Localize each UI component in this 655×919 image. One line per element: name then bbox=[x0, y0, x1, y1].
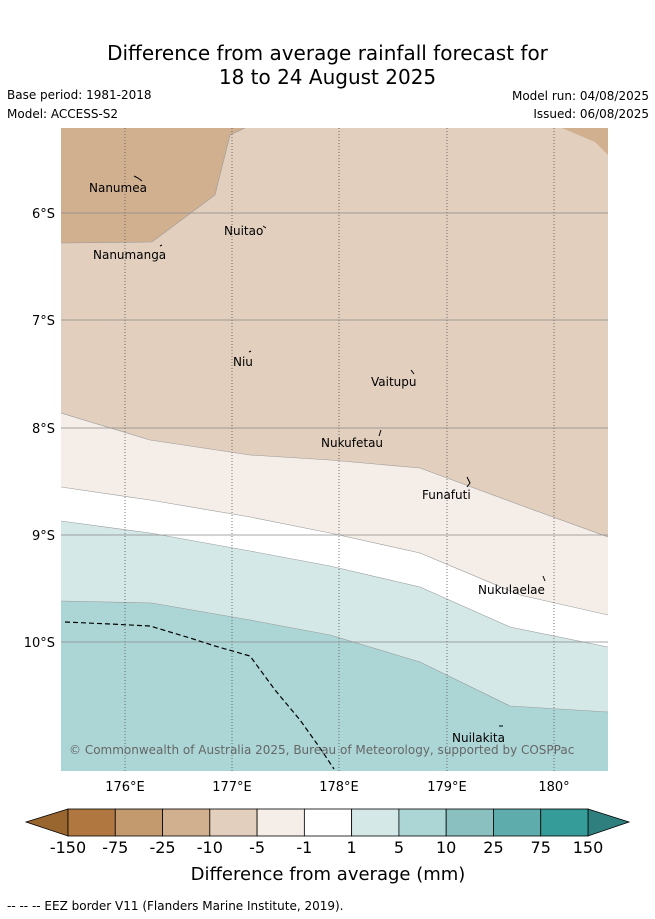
rainfall-map: Nanumea Nuitao Nanumanga Niu Vaitupu Nuk… bbox=[61, 128, 608, 771]
colorbar-cell bbox=[398, 808, 447, 837]
colorbar-cell bbox=[351, 808, 400, 837]
colorbar-cell bbox=[540, 808, 589, 837]
zone-5-10 bbox=[61, 601, 608, 771]
place-label-nuilakita: Nuilakita bbox=[452, 731, 505, 745]
lon-label-176e: 176°E bbox=[105, 780, 145, 795]
eez-border bbox=[64, 621, 335, 770]
place-label-nukulaelae: Nukulaelae bbox=[478, 583, 545, 597]
colorbar-cell bbox=[445, 808, 494, 837]
place-label-vaitupu: Vaitupu bbox=[371, 375, 417, 389]
colorbar-tick-label: -75 bbox=[102, 838, 128, 857]
model-run: Model run: 04/08/2025 bbox=[511, 89, 649, 103]
lat-label-8s: 8°S bbox=[32, 422, 55, 437]
colorbar-tick-label: 10 bbox=[436, 838, 456, 857]
colorbar-tick-label: 75 bbox=[531, 838, 551, 857]
lat-label-6s: 6°S bbox=[32, 207, 55, 222]
zone-minus25-minus10-east bbox=[562, 128, 608, 155]
island-vaitupu bbox=[410, 369, 415, 375]
latitude-gridlines bbox=[61, 212, 608, 643]
colorbar-tick-label: -1 bbox=[296, 838, 312, 857]
colorbar-cell bbox=[162, 808, 211, 837]
lon-label-178e: 178°E bbox=[319, 780, 359, 795]
lat-label-10s: 10°S bbox=[24, 636, 55, 651]
colorbar-tick-label: -10 bbox=[197, 838, 223, 857]
base-period: Base period: 1981-2018 bbox=[7, 88, 152, 102]
island-nanumea bbox=[133, 175, 143, 182]
colorbar: -150 -75 -25 -10 -5 -1 1 5 10 25 75 150 Difference … bbox=[24, 808, 631, 885]
island-niu bbox=[248, 350, 252, 353]
island-marks bbox=[133, 175, 546, 727]
copyright-notice: © Commonwealth of Australia 2025, Bureau… bbox=[69, 743, 574, 757]
footer-eez-note: -- -- -- EEZ border V11 (Flanders Marine… bbox=[7, 899, 344, 913]
colorbar-tick-label: -25 bbox=[149, 838, 175, 857]
colorbar-cell bbox=[67, 808, 116, 837]
model-name: Model: ACCESS-S2 bbox=[7, 107, 119, 121]
colorbar-cell bbox=[303, 808, 353, 837]
longitude-gridlines bbox=[124, 128, 555, 771]
contour-lines bbox=[61, 128, 608, 713]
place-label-niu: Niu bbox=[233, 355, 253, 369]
colorbar-tick-label: 1 bbox=[347, 838, 357, 857]
colorbar-title: Difference from average (mm) bbox=[191, 864, 466, 885]
colorbar-tick-label: 150 bbox=[573, 838, 604, 857]
colorbar-tick-label: 5 bbox=[394, 838, 404, 857]
lat-label-9s: 9°S bbox=[32, 529, 55, 544]
map-title-line2: 18 to 24 August 2025 bbox=[218, 65, 437, 89]
lon-label-179e: 179°E bbox=[427, 780, 467, 795]
place-label-nanumea: Nanumea bbox=[89, 181, 147, 195]
zone-minus25-minus10-west bbox=[61, 128, 245, 243]
island-nukufetau bbox=[378, 429, 382, 437]
island-nukulaelae bbox=[542, 575, 546, 582]
colorbar-tick-label: -150 bbox=[50, 838, 86, 857]
place-label-nanumanga: Nanumanga bbox=[93, 248, 166, 262]
place-label-nuitao: Nuitao bbox=[224, 224, 263, 238]
colorbar-cell bbox=[114, 808, 163, 837]
lon-label-177e: 177°E bbox=[212, 780, 252, 795]
colorbar-cell bbox=[209, 808, 258, 837]
lat-label-7s: 7°S bbox=[32, 314, 55, 329]
issued-date: Issued: 06/08/2025 bbox=[533, 107, 649, 121]
island-nuitao bbox=[262, 225, 267, 229]
lon-label-180: 180° bbox=[538, 780, 569, 795]
map-title-line1: Difference from average rainfall forecas… bbox=[107, 41, 548, 65]
place-label-nukufetau: Nukufetau bbox=[321, 436, 383, 450]
colorbar-high-arrow bbox=[587, 808, 631, 837]
colorbar-low-arrow bbox=[24, 808, 69, 837]
colorbar-tick-label: 25 bbox=[483, 838, 503, 857]
colorbar-cell bbox=[493, 808, 542, 837]
colorbar-tick-label: -5 bbox=[249, 838, 265, 857]
island-nanumanga bbox=[159, 244, 163, 247]
island-funafuti bbox=[466, 476, 471, 488]
colorbar-cell bbox=[256, 808, 305, 837]
place-label-funafuti: Funafuti bbox=[422, 488, 471, 502]
